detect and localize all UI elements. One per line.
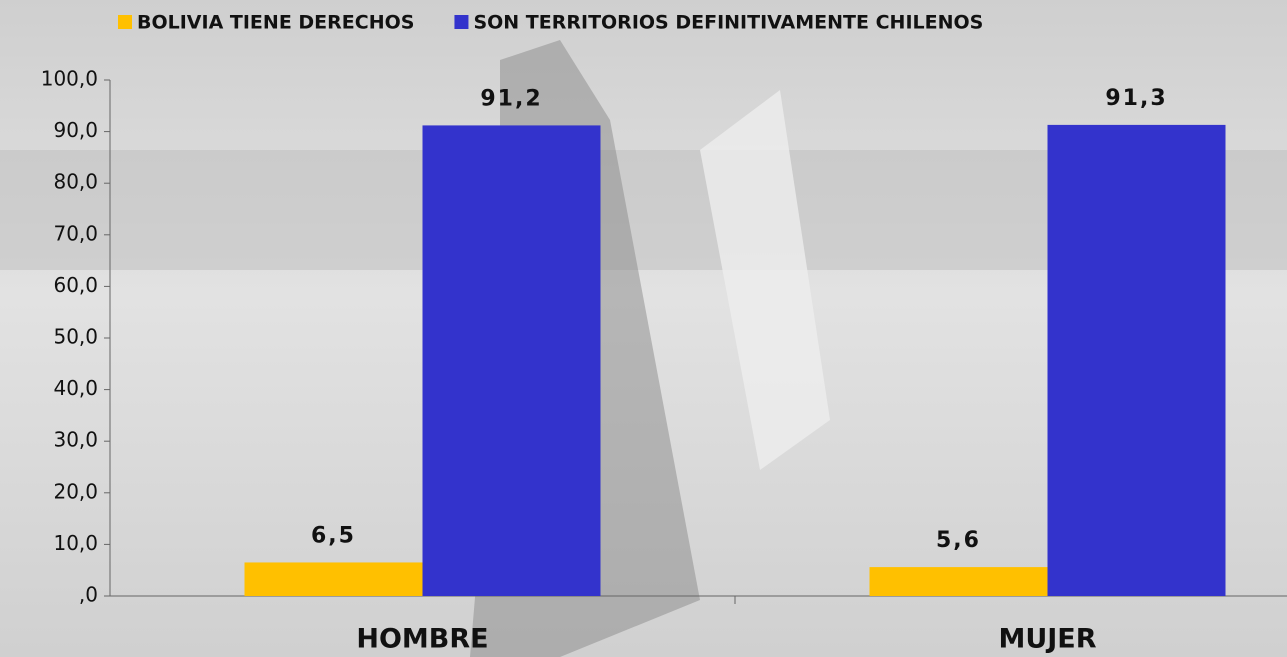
data-label: 6,5: [311, 523, 356, 548]
y-tick-label: 40,0: [53, 376, 98, 400]
y-tick-label: 90,0: [53, 118, 98, 142]
y-tick-label: 60,0: [53, 273, 98, 297]
bar: [422, 125, 601, 597]
data-label: 91,2: [480, 86, 542, 111]
y-tick-label: 10,0: [53, 531, 98, 555]
x-tick-label: MUJER: [998, 624, 1096, 655]
y-tick-label: 70,0: [53, 221, 98, 245]
x-tick-label: HOMBRE: [356, 624, 488, 655]
data-label: 91,3: [1105, 86, 1167, 111]
legend-label: SON TERRITORIOS DEFINITIVAMENTE CHILENOS: [473, 12, 983, 34]
y-tick-label: 20,0: [53, 479, 98, 503]
legend-swatch: [118, 15, 132, 29]
y-tick-label: 50,0: [53, 325, 98, 349]
bar: [244, 562, 423, 596]
bar: [1047, 124, 1226, 596]
background-flag: [700, 90, 830, 470]
data-label: 5,6: [936, 528, 981, 553]
y-tick-label: ,0: [79, 583, 98, 607]
y-tick-label: 80,0: [53, 170, 98, 194]
y-tick-label: 100,0: [41, 67, 98, 91]
y-tick-label: 30,0: [53, 428, 98, 452]
bar: [869, 567, 1048, 596]
legend-swatch: [454, 15, 469, 29]
legend-label: BOLIVIA TIENE DERECHOS: [137, 12, 414, 34]
